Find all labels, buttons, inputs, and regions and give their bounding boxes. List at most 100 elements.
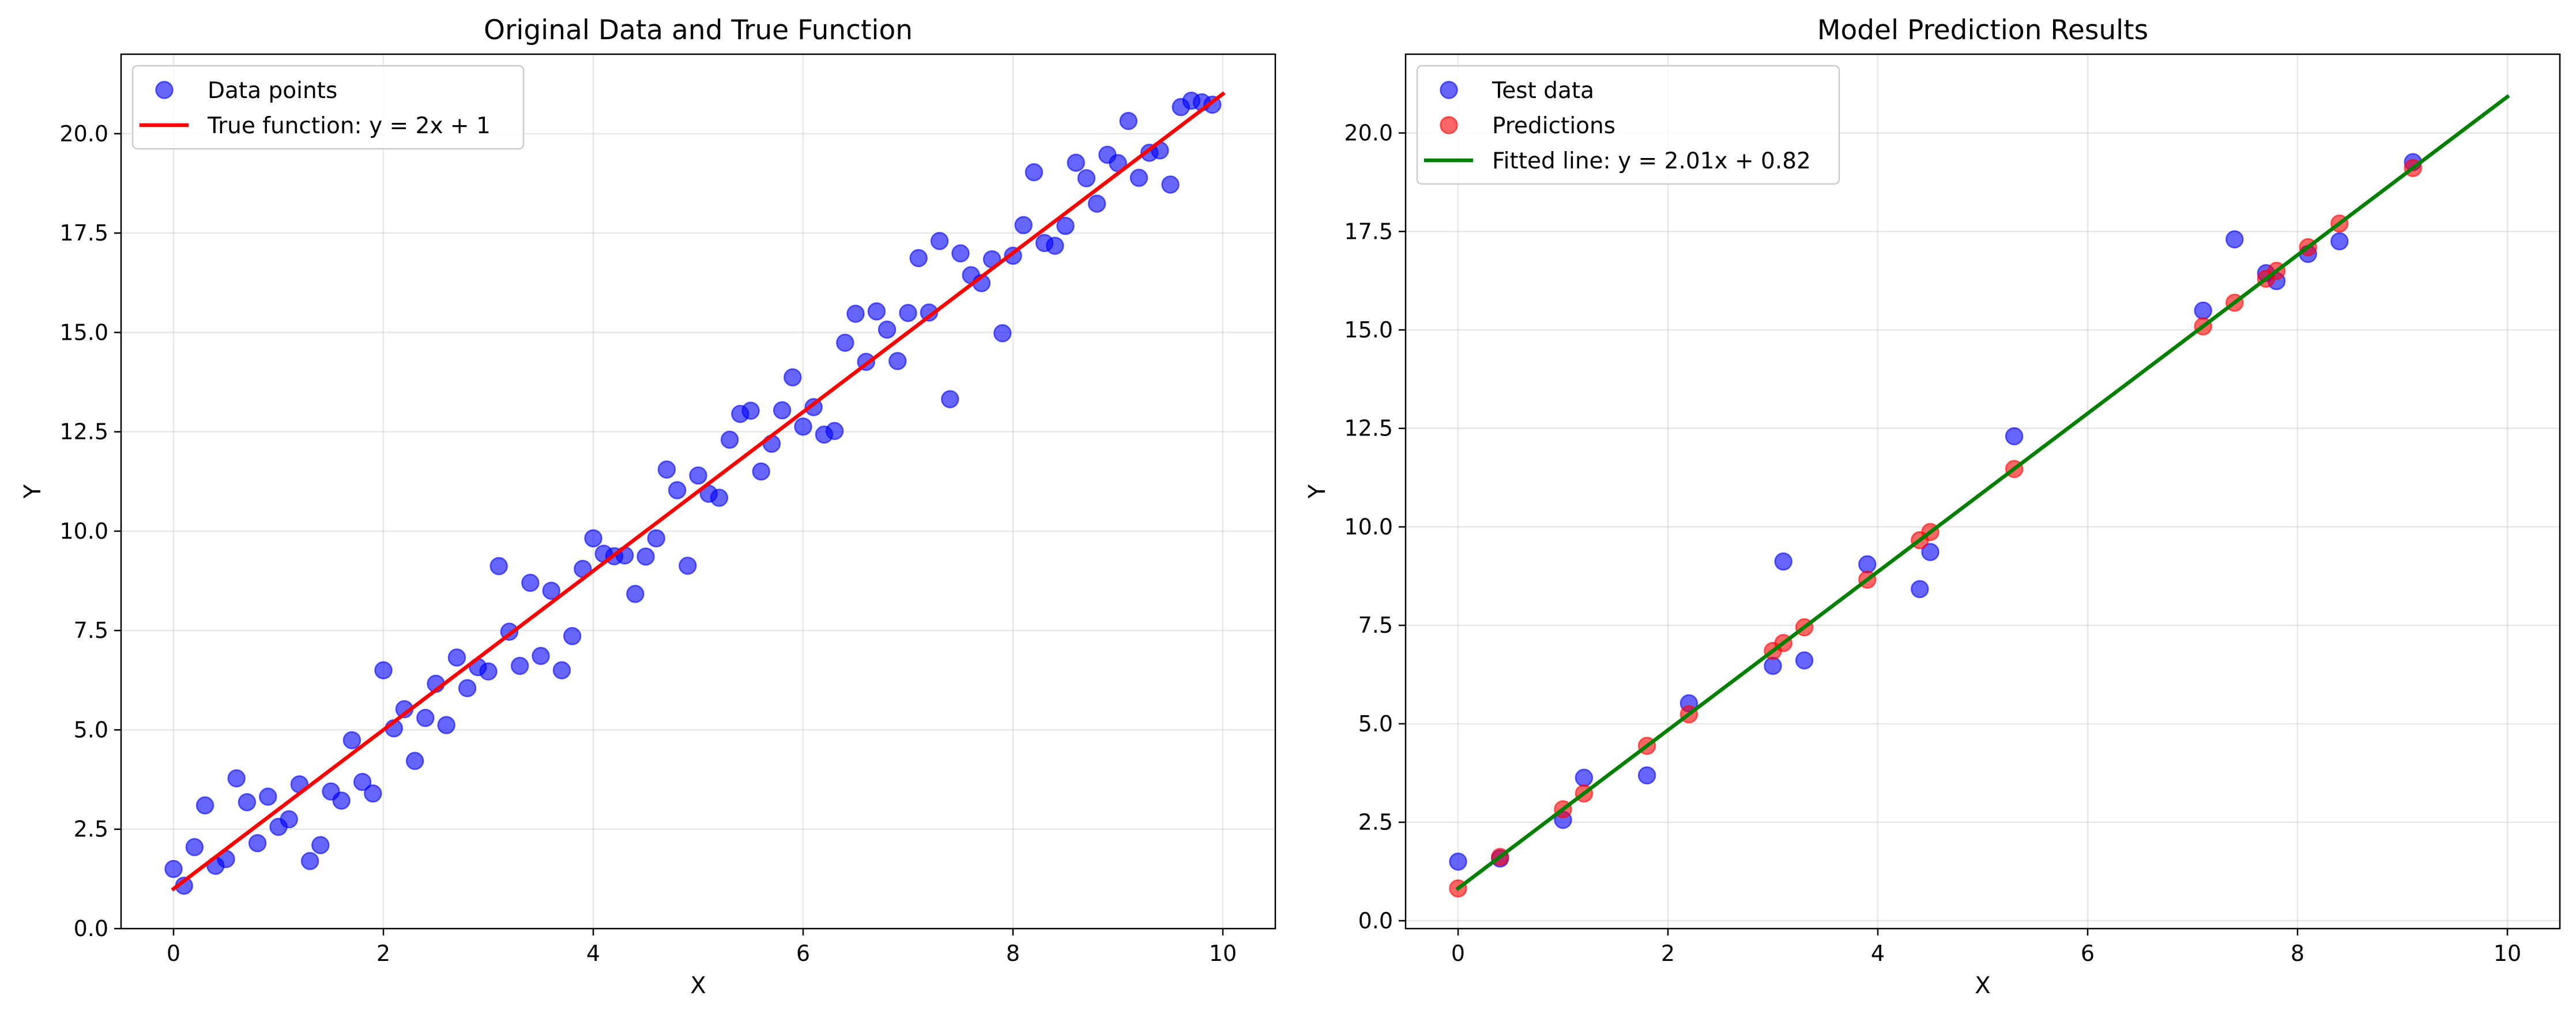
data-point [657,460,676,479]
data-point [2194,301,2212,320]
data-point [1161,175,1180,194]
data-point [773,401,792,420]
y-tick-label: 7.5 [1358,613,1393,638]
data-point [185,837,204,857]
data-point [1795,651,1814,670]
y-tick-label: 5.0 [74,717,108,742]
y-tick-label: 17.5 [59,220,108,246]
data-point [1077,169,1096,187]
data-point [920,303,939,322]
legend-label: Data points [208,78,337,104]
x-tick-label: 6 [796,941,810,966]
y-tick-label: 0.0 [1358,908,1393,933]
axes-frame [1404,53,2561,930]
legend-marker [155,81,174,99]
data-point [1119,112,1138,130]
x-tick-label: 8 [2291,941,2304,966]
data-point [259,787,277,806]
data-point [647,529,665,548]
data-point [164,859,183,878]
y-tick-label: 12.5 [59,419,108,445]
data-point [1067,153,1085,172]
data-point [521,573,540,592]
y-tick-label: 5.0 [1358,711,1393,737]
data-point [2225,230,2244,249]
data-point [1056,216,1075,235]
data-point [752,462,770,481]
data-point [710,489,729,507]
data-point [668,481,687,499]
x-axis-label: X [690,972,706,999]
data-point [689,466,707,485]
legend-label: Predictions [1492,113,1615,139]
y-axis-label: Y [1304,484,1331,499]
data-point [458,679,477,697]
left-chart-panel: 0 2 4 6 8 10 0.0 2.5 5.0 7.5 10.0 12.5 15.0 17.5 20.0 O… [20,14,1276,999]
y-tick-label: 17.5 [1344,219,1393,244]
y-tick-label: 20.0 [59,121,108,146]
data-point [510,656,529,675]
data-point [195,796,214,815]
data-point [888,352,907,370]
data-point [405,752,424,770]
data-point [867,302,886,321]
data-point [1858,555,1877,574]
data-point [878,320,897,339]
data-point [1449,852,1467,871]
data-point [2005,427,2024,446]
chart-title: Original Data and True Function [484,14,913,46]
x-tick-label: 0 [167,941,180,966]
data-point [951,244,970,262]
data-point [1575,768,1594,787]
data-point [238,793,257,812]
y-tick-label: 15.0 [1344,317,1393,343]
data-point [1921,543,1939,561]
data-point [2330,232,2349,251]
legend-label: Test data [1492,78,1594,104]
data-point [741,401,760,420]
series-line [1455,94,2510,891]
x-tick-label: 4 [1871,941,1885,966]
y-tick-label: 0.0 [74,916,108,941]
data-point [899,303,917,322]
y-tick-label: 10.0 [59,519,108,544]
data-point [1046,236,1064,255]
x-tick-label: 2 [1661,941,1675,966]
chart-title: Model Prediction Results [1817,14,2148,46]
y-tick-label: 15.0 [59,320,108,345]
data-point [794,417,812,436]
legend-marker [1440,116,1458,134]
data-point [532,647,550,666]
data-point [1087,194,1106,213]
data-point [626,585,645,603]
data-point [437,716,455,734]
data-point [353,772,372,791]
data-point [489,557,508,576]
data-point [542,581,560,600]
data-point [332,791,351,810]
x-tick-label: 0 [1451,941,1465,966]
data-point [993,324,1012,343]
x-tick-label: 8 [1006,941,1020,966]
data-point [1637,766,1656,785]
data-point [1025,163,1044,182]
series-line [171,91,1226,892]
x-axis-label: X [1975,972,1990,999]
data-point [342,731,361,750]
data-point [416,709,435,727]
y-tick-label: 7.5 [74,618,108,643]
x-tick-label: 6 [2081,941,2095,966]
y-axis-label: Y [20,484,46,499]
x-tick-label: 10 [2494,941,2521,966]
data-point [479,662,498,681]
data-point [248,834,267,852]
data-point [784,368,802,386]
y-tick-label: 10.0 [1344,514,1393,539]
data-point [930,232,949,250]
data-point [311,836,330,855]
data-point [836,333,854,352]
data-point [280,810,298,829]
data-point [1911,580,1929,599]
y-tick-label: 12.5 [1344,416,1393,441]
axes-frame [120,53,1276,930]
